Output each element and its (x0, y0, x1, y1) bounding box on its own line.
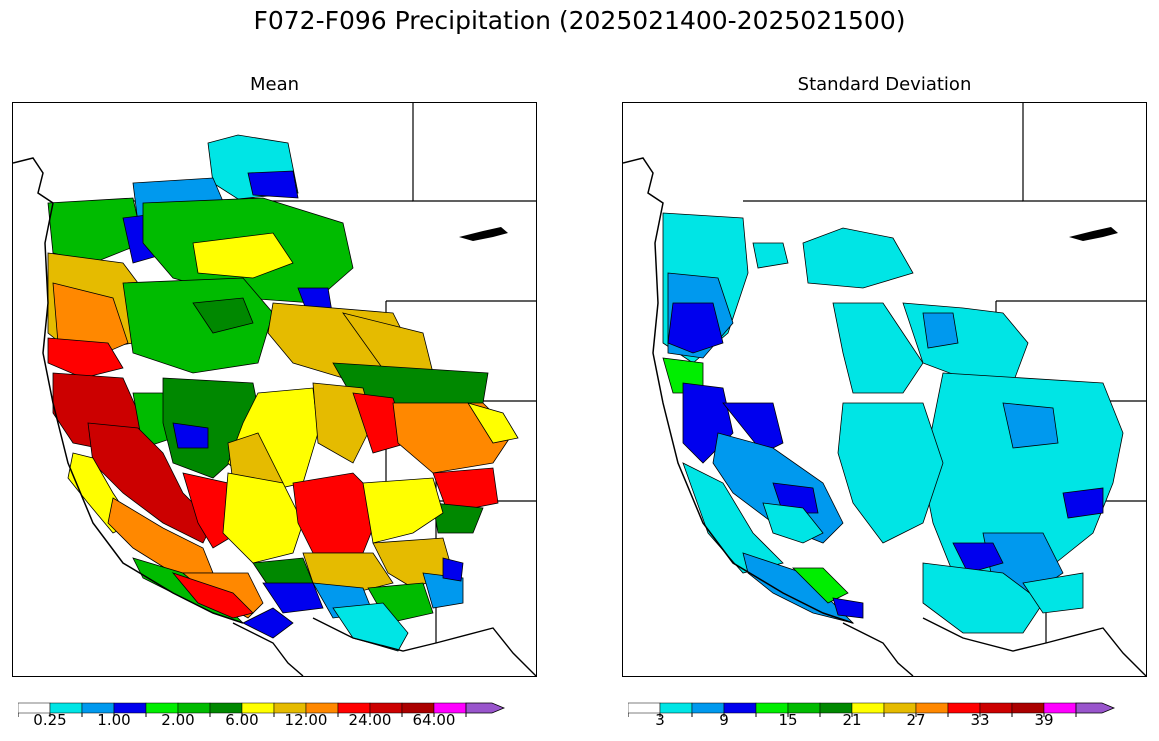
colorbar-segment (723, 702, 757, 714)
std-colorbar (628, 702, 1116, 717)
colorbar-tick-label: 9 (719, 711, 729, 729)
colorbar-tick-label: 27 (906, 711, 926, 729)
colorbar-tick-label: 33 (970, 711, 990, 729)
colorbar-segment (659, 702, 693, 714)
mean-map (13, 103, 536, 676)
colorbar-tick-label: 2.00 (161, 711, 195, 729)
colorbar-tick-label: 21 (842, 711, 862, 729)
colorbar-tick-label: 12.00 (284, 711, 328, 729)
std-map (623, 103, 1146, 676)
colorbar-arrow (465, 702, 506, 714)
colorbar-tick-label: 39 (1034, 711, 1054, 729)
colorbar-tick-label: 3 (655, 711, 665, 729)
colorbar-tick-label: 6.00 (225, 711, 259, 729)
colorbar-tick-label: 64.00 (412, 711, 456, 729)
mean-map-panel (12, 102, 537, 677)
colorbar-tick-label: 15 (778, 711, 798, 729)
colorbar-arrow (1075, 702, 1116, 714)
std-panel-title: Standard Deviation (797, 74, 972, 95)
colorbar-tick-label: 24.00 (348, 711, 392, 729)
std-map-panel (622, 102, 1147, 677)
figure-title: F072-F096 Precipitation (2025021400-2025… (253, 6, 906, 35)
mean-panel-title: Mean (249, 74, 300, 95)
mean-colorbar (18, 702, 506, 717)
colorbar-tick-label: 1.00 (97, 711, 131, 729)
colorbar-tick-label: 0.25 (33, 711, 67, 729)
